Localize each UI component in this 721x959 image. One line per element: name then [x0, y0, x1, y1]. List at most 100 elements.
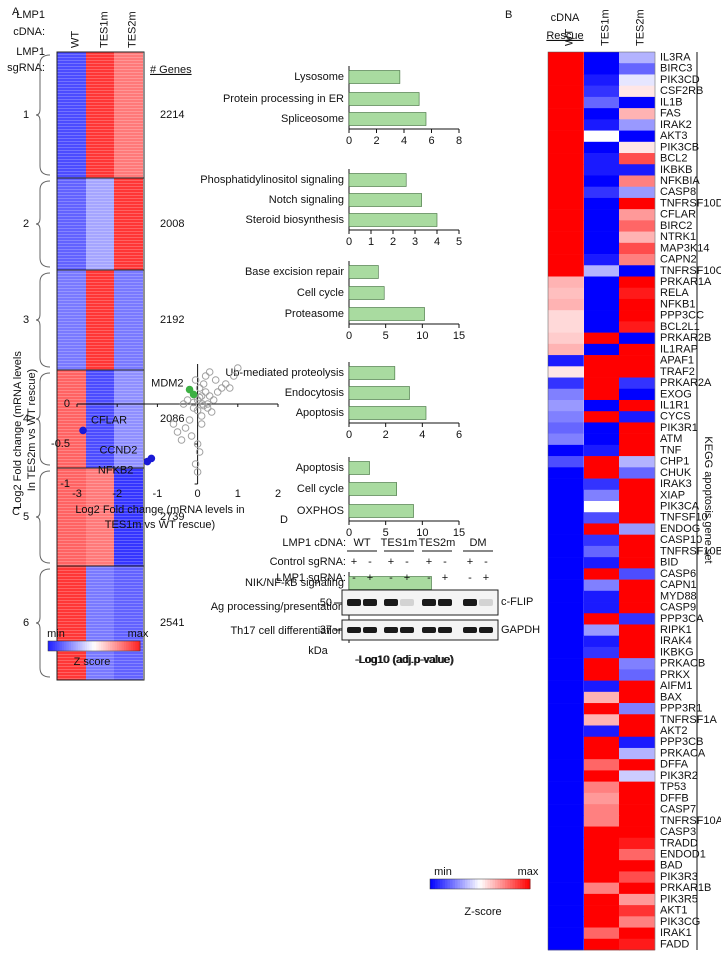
band: [400, 627, 414, 633]
bar: [348, 461, 370, 475]
heatmap-cell: [548, 613, 584, 625]
heatmap-cell: [584, 714, 620, 726]
x-tick-label: 2: [383, 429, 389, 441]
heatmap-cell: [584, 747, 620, 760]
legend-bar: [500, 879, 503, 889]
band: [347, 599, 361, 606]
heatmap-cell: [619, 512, 655, 524]
data-point: [205, 368, 214, 376]
set-label: KEGG apoptosis gene set: [702, 436, 714, 563]
legend-min: min: [47, 628, 65, 640]
bar: [348, 406, 427, 420]
heatmap-cell: [619, 893, 655, 906]
legend-bar: [59, 641, 63, 651]
heatmap-cell: [548, 254, 584, 266]
legend-bar: [135, 641, 139, 651]
heatmap-cell: [548, 343, 584, 356]
gene-label: PIK3R3: [660, 871, 698, 883]
gene-label: PIK3CA: [660, 501, 700, 513]
heatmap-cell: [584, 624, 620, 636]
gene-label: EXOG: [660, 388, 692, 400]
heatmap-cell: [548, 770, 584, 782]
heatmap-cell: [548, 197, 584, 210]
band: [384, 599, 398, 606]
group-label: TES2m: [419, 537, 456, 549]
legend-bar: [477, 879, 481, 889]
x-tick-label: 6: [428, 135, 434, 147]
legend-bar: [126, 641, 129, 651]
data-point: [197, 420, 206, 428]
header-label: LMP1: [16, 9, 45, 21]
heatmap-cell: [548, 725, 584, 738]
heatmap-cell: [619, 534, 655, 547]
x-tick-label: 4: [401, 135, 407, 147]
point-label: CCND2: [99, 444, 137, 456]
data-point: [221, 380, 230, 388]
cluster-bracket: [35, 470, 51, 564]
heatmap-cell: [619, 265, 655, 277]
heatmap-cell: [548, 332, 584, 345]
heatmap-cell: [584, 321, 620, 333]
heatmap-cell: [584, 848, 620, 861]
heatmap-cell: [619, 703, 655, 715]
legend-bar: [462, 879, 466, 889]
x-tick-label: 4: [419, 429, 425, 441]
band: [479, 627, 493, 633]
gene-label: TNFRSF10B: [660, 545, 721, 557]
heatmap-cell: [548, 119, 584, 131]
heatmap-cell: [584, 422, 620, 434]
sign: -: [405, 556, 409, 568]
gene-label: CHP1: [660, 456, 689, 468]
category-label: Phosphatidylinositol signaling: [200, 174, 344, 186]
marker-label: 37: [320, 624, 332, 636]
legend-title: Z-score: [464, 906, 501, 918]
heatmap-cell: [619, 916, 655, 928]
heatmap-cell: [548, 74, 584, 86]
heatmap-cell: [619, 759, 655, 771]
heatmap-cell: [548, 669, 584, 681]
gene-label: TRADD: [660, 837, 698, 849]
sign: -: [468, 572, 472, 584]
heatmap-cell: [619, 568, 655, 580]
gene-count: 2541: [160, 617, 184, 629]
data-point: [201, 388, 210, 396]
legend-bar: [525, 879, 528, 889]
heatmap-cell: [584, 287, 620, 300]
band-label: GAPDH: [501, 624, 540, 636]
heatmap-cell: [548, 175, 584, 187]
cluster-name: 2: [23, 218, 29, 230]
heatmap-cell: [584, 703, 620, 715]
band: [347, 627, 361, 633]
x-tick-label: 5: [383, 330, 389, 342]
gene-label: BCL2L1: [660, 321, 700, 333]
data-point: [191, 460, 200, 468]
x-tick-label: 4: [434, 236, 440, 248]
heatmap-cell: [548, 646, 584, 659]
bar: [348, 366, 396, 380]
heatmap-cell: [584, 242, 620, 255]
heatmap-cell: [619, 557, 655, 569]
heatmap-cell: [548, 882, 584, 895]
heatmap-cell: [548, 893, 584, 906]
gene-label: AKT1: [660, 905, 688, 917]
gene-label: TNFRSF10C: [660, 265, 721, 277]
heatmap-cell: [548, 759, 584, 771]
legend-bar: [48, 641, 51, 651]
heatmap-cell: [584, 590, 620, 603]
x-tick-label: 0: [346, 429, 352, 441]
header-label: LMP1: [16, 46, 45, 58]
legend-bar: [112, 641, 116, 651]
band: [384, 627, 398, 633]
gene-label: CASP9: [660, 602, 696, 614]
column-label: TES1m: [98, 11, 110, 48]
x-tick-label: 2: [275, 488, 281, 500]
legend-bar: [440, 879, 443, 889]
y-axis-label: In TES2m vs WT rescue): [26, 369, 38, 491]
heatmap-cell: [548, 96, 584, 109]
x-tick-label: 5: [383, 527, 389, 539]
heatmap-cell: [619, 848, 655, 861]
heatmap-cell: [548, 220, 584, 232]
legend-bar: [57, 641, 60, 651]
category-label: Lysosome: [294, 71, 344, 83]
heatmap-cell: [584, 815, 620, 827]
